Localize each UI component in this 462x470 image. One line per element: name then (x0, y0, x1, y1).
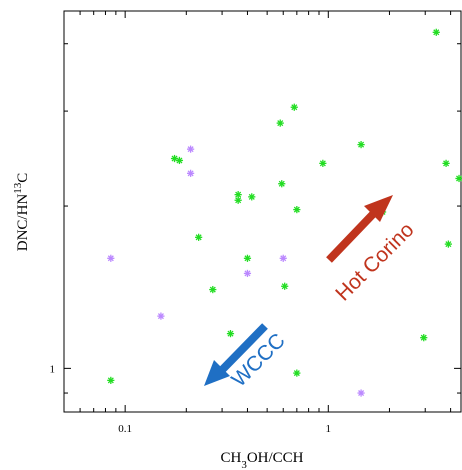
plot-frame (63, 10, 462, 413)
data-point (234, 196, 242, 204)
data-point (278, 180, 286, 188)
data-point (107, 376, 115, 384)
data-point (248, 193, 256, 201)
data-point (290, 103, 298, 111)
data-point (420, 334, 428, 342)
data-point (187, 145, 195, 153)
data-point (432, 28, 440, 36)
hot-corino-label: Hot Corino (331, 218, 418, 305)
data-point (234, 191, 242, 199)
x-tick-label: 1 (326, 423, 332, 435)
data-point (195, 233, 203, 241)
data-point (107, 254, 115, 262)
data-point (293, 205, 301, 214)
tick-labels: 0.1 1 1 (50, 363, 332, 435)
data-point (157, 312, 165, 320)
data-point (226, 330, 235, 338)
data-point (187, 169, 195, 177)
data-point (209, 285, 217, 294)
data-point (444, 240, 452, 248)
data-point (281, 282, 289, 290)
data-point (279, 254, 287, 262)
y-axis-title: DNC/HN13C (12, 173, 31, 252)
axis-ticks (63, 11, 461, 412)
data-point (293, 369, 301, 377)
data-point (357, 389, 365, 397)
data-point (357, 141, 365, 149)
data-point (243, 269, 252, 278)
y-tick-label: 1 (50, 363, 56, 375)
data-point (455, 174, 462, 183)
data-point (276, 119, 284, 127)
wccc-arrow (204, 323, 268, 386)
hot-corino-arrow (326, 195, 393, 263)
x-axis-title: CH3OH/CCH (220, 450, 303, 470)
data-point (442, 159, 450, 167)
data-point (243, 254, 252, 262)
data-point (319, 159, 327, 167)
data-point (175, 156, 184, 165)
x-tick-label: 0.1 (118, 423, 132, 435)
